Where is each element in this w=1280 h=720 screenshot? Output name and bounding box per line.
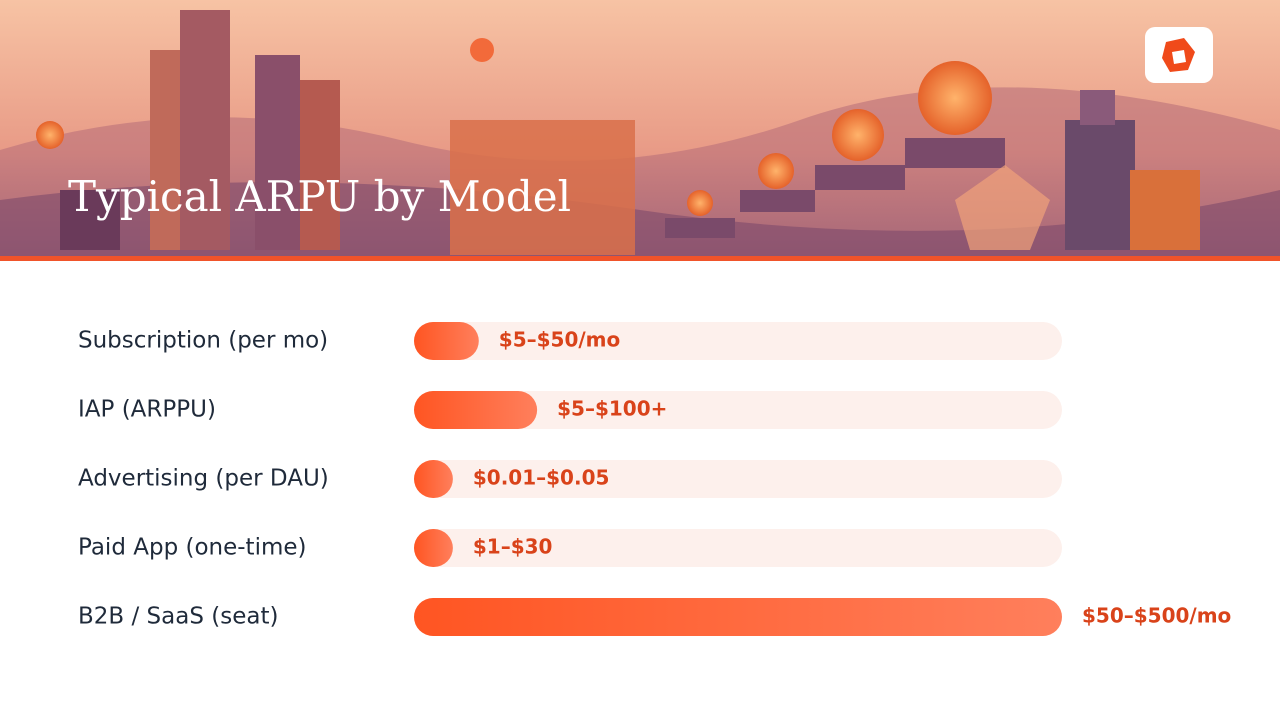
bar	[414, 598, 1062, 636]
category-label: Subscription (per mo)	[78, 328, 328, 354]
bar	[414, 460, 453, 498]
category-label: IAP (ARPPU)	[78, 397, 216, 423]
category-label: Advertising (per DAU)	[78, 466, 329, 492]
bar-track	[414, 322, 1062, 360]
bar-track	[414, 529, 1062, 567]
range-label: $1–$30	[473, 535, 553, 559]
category-label: Paid App (one-time)	[78, 535, 306, 561]
range-label: $50–$500/mo	[1082, 604, 1231, 628]
bar	[414, 529, 453, 567]
slide-title: Typical ARPU by Model	[68, 172, 571, 221]
bar-track	[414, 460, 1062, 498]
range-label: $5–$100+	[557, 397, 667, 421]
category-label: B2B / SaaS (seat)	[78, 604, 278, 630]
range-label: $0.01–$0.05	[473, 466, 610, 490]
header-banner	[0, 0, 1280, 261]
bar	[414, 391, 538, 429]
range-label: $5–$50/mo	[499, 328, 620, 352]
bar-track	[414, 391, 1062, 429]
bar	[414, 322, 479, 360]
